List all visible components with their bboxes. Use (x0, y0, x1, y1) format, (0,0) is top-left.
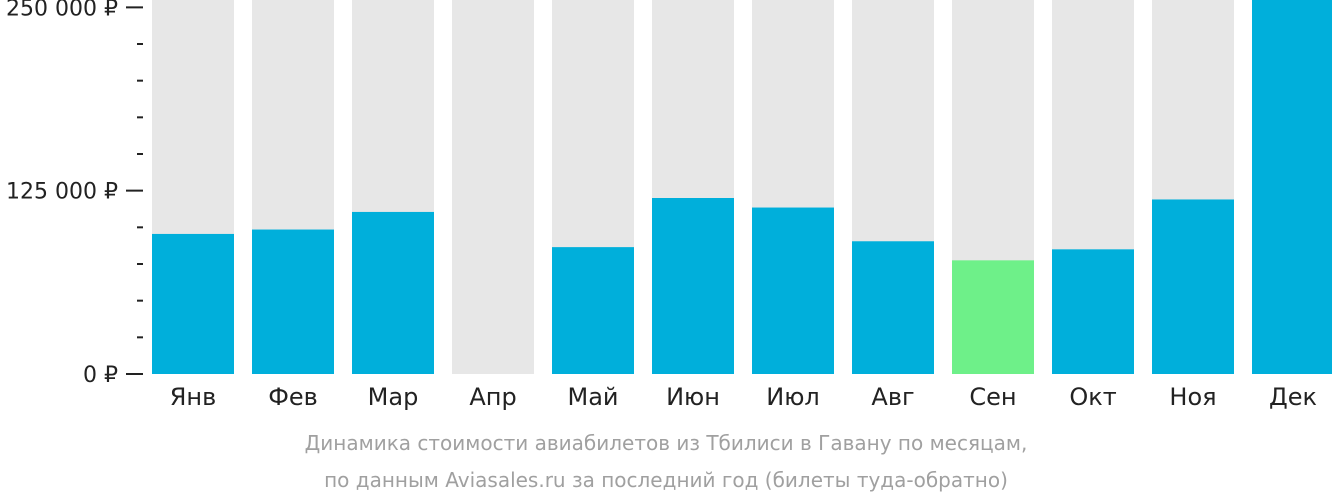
y-tick-label-0: 0 ₽ (83, 363, 118, 388)
bars (152, 0, 1332, 374)
x-tick-label-11: Дек (1269, 383, 1317, 411)
x-tick-label-2: Мар (368, 383, 419, 411)
x-tick-label-0: Янв (170, 383, 217, 411)
x-tick-label-4: Май (567, 383, 618, 411)
chart-caption-line-2: по данным Aviasales.ru за последний год … (324, 468, 1008, 492)
x-tick-label-9: Окт (1069, 383, 1116, 411)
x-tick-label-8: Сен (969, 383, 1016, 411)
bar-1[interactable] (252, 229, 334, 374)
bar-11[interactable] (1252, 0, 1332, 374)
y-tick-label-2: 250 000 ₽ (6, 0, 118, 21)
bar-6[interactable] (752, 207, 834, 374)
x-tick-label-6: Июл (766, 383, 820, 411)
x-tick-label-3: Апр (469, 383, 516, 411)
bar-10[interactable] (1152, 199, 1234, 374)
bar-0[interactable] (152, 233, 234, 374)
bar-2[interactable] (352, 211, 434, 374)
bar-7[interactable] (852, 241, 934, 374)
y-axis: 0 ₽ 125 000 ₽ 250 000 ₽ (6, 0, 143, 388)
x-tick-label-1: Фев (268, 383, 318, 411)
x-tick-label-5: Июн (666, 383, 720, 411)
column-bg-3 (452, 0, 534, 374)
x-axis: Янв Фев Мар Апр Май Июн Июл Авг Сен Окт Ноя Дек (170, 383, 1317, 411)
chart-caption-line-1: Динамика стоимости авиабилетов из Тбилис… (304, 431, 1028, 455)
x-tick-label-7: Авг (871, 383, 914, 411)
x-tick-label-10: Ноя (1169, 383, 1216, 411)
bar-9[interactable] (1052, 249, 1134, 374)
bar-4[interactable] (552, 247, 634, 374)
bar-8[interactable] (952, 260, 1034, 374)
y-tick-label-1: 125 000 ₽ (6, 180, 118, 205)
bar-5[interactable] (652, 198, 734, 374)
